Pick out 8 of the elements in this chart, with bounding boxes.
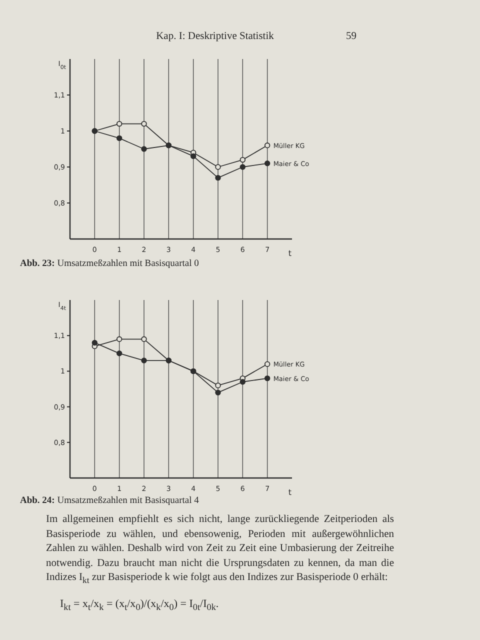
text: Im allgemeinen empfiehlt es sich nicht, lange zurückliegende Zeitperioden als Basisperiode zu wählen, und ebensowenig, Perioden mit außergewöhnlichen Zahlen zu wählen. Deshalb wird von Zeit zu Zeit eine Umbasierung der Zeitreihe notwendig. Dazu braucht man nicht die Ursprungsdaten zu kennen, da man die Indizes I$_{kt}$ zur Basisperiode k wie folgt aus den Indizes zur Basisperiode 0 erhält: — [46, 513, 394, 588]
text: 59 — [346, 31, 356, 42]
x-axis-title: t — [288, 488, 292, 497]
text: Abb. 24: Umsatzmeßzahlen mit Basisquartal 4 — [20, 496, 199, 506]
x-axis-title: t — [288, 249, 292, 258]
text: I$_{kt}$ = x$_{t}$/x$_{k}$ = (x$_{t}$/x$_{0}$)/(x$_{k}$/x$_{0}$) = I$_{0t}$/I$_{0k}$. — [60, 598, 219, 612]
text: Kap. I: Deskriptive Statistik — [155, 31, 275, 42]
text: Abb. 23: Umsatzmeßzahlen mit Basisquartal 0 — [20, 259, 199, 269]
